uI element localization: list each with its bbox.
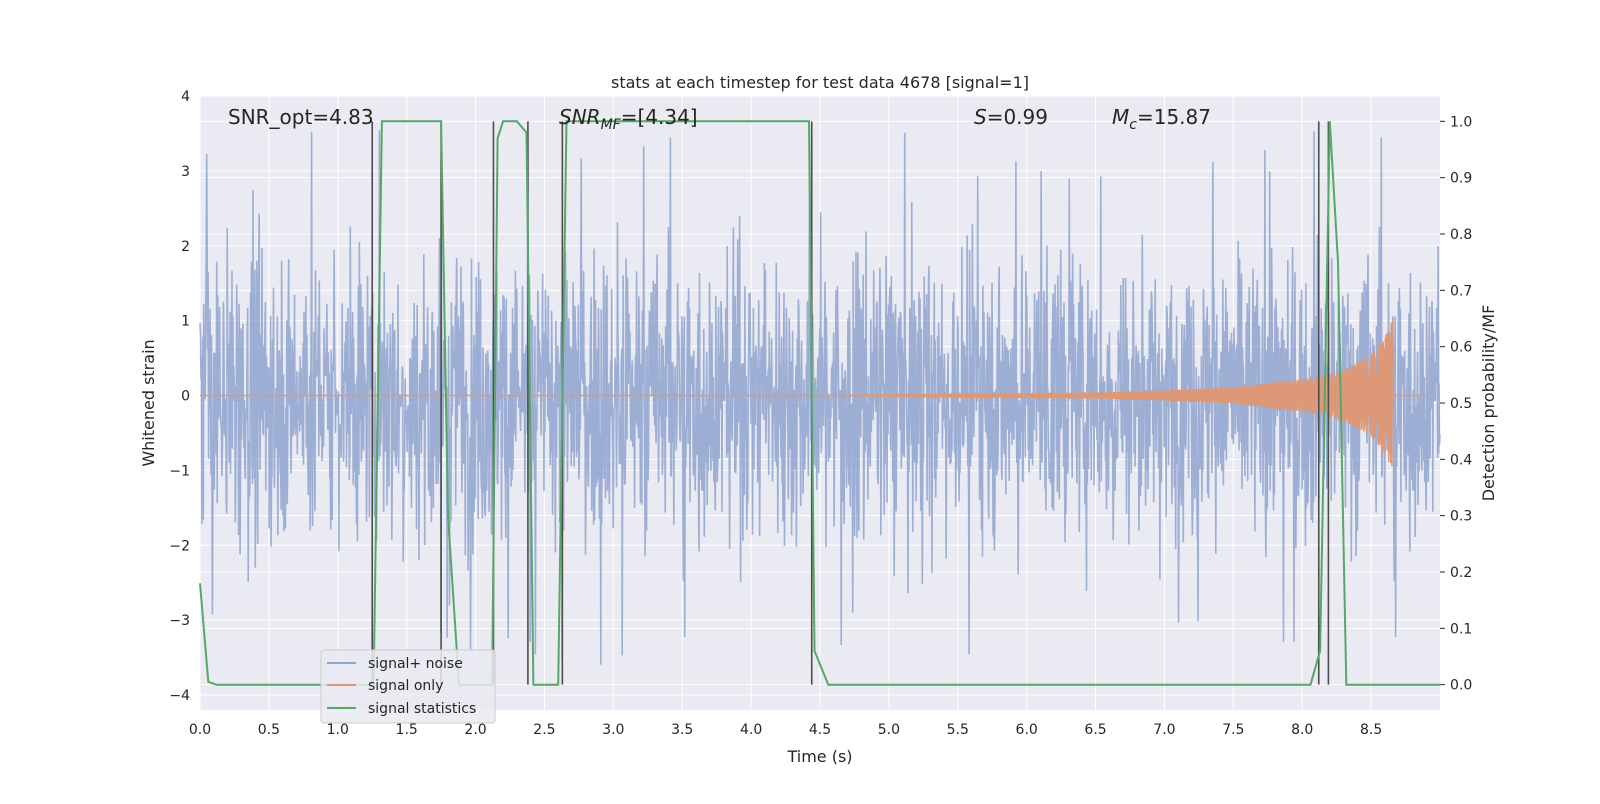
series-signal-noise [199,130,1441,665]
y2-tick-label: 0.2 [1450,565,1472,581]
x-tick-label: 8.0 [1291,722,1313,738]
y-tick-label: 4 [181,89,190,105]
x-tick-label: 2.0 [464,722,486,738]
x-tick-label: 7.5 [1222,722,1244,738]
x-tick-label: 4.0 [740,722,762,738]
y2-tick-label: 0.4 [1450,452,1472,468]
x-tick-label: 2.5 [533,722,555,738]
y-tick-label: 3 [181,164,190,180]
annotation-snr-mf-sub: MF [601,117,622,133]
x-tick-label: 6.0 [1016,722,1038,738]
annotation-snr-opt: SNR_opt=4.83 [228,105,374,129]
annotation-snr-mf-rest: =[4.34] [621,105,698,129]
annotation-mc: Mc=15.87 [1112,105,1211,133]
signal-only-trace [200,319,1427,466]
y2-tick-label: 0.0 [1450,678,1472,694]
annotation-snr-mf: SNRMF=[4.34] [559,105,698,133]
x-tick-label: 5.5 [947,722,969,738]
x-tick-label: 3.0 [602,722,624,738]
x-axis-label: Time (s) [786,747,852,766]
y-tick-label: 1 [181,314,190,330]
x-tick-label: 6.5 [1084,722,1106,738]
y-tick-label: 0 [181,389,190,405]
y2-tick-label: 0.9 [1450,171,1472,187]
x-tick-label: 8.5 [1360,722,1382,738]
annotation-s: S=0.99 [974,105,1048,129]
y-tick-label: −1 [169,463,190,479]
chart-title: stats at each timestep for test data 467… [611,73,1029,92]
annotation-s-var: S [974,105,987,129]
legend-box [320,649,496,724]
y2-tick-label: 0.1 [1450,621,1472,637]
y-tick-label: −2 [169,538,190,554]
y2-tick-label: 0.7 [1450,283,1472,299]
y2-tick-label: 0.3 [1450,509,1472,525]
y-tick-label: 2 [181,239,190,255]
legend-label-signal-noise: signal+ noise [368,656,463,672]
x-tick-label: 0.0 [189,722,211,738]
y2-axis-label: Detection probability/MF [1479,305,1498,502]
axes-ticks: 0.0 0.5 1.0 1.5 2.0 2.5 3.0 3.5 4.0 4.5 5.0 5.5 6.0 6… [169,89,1472,738]
x-tick-label: 1.5 [396,722,418,738]
noise-trace [199,130,1441,665]
y2-tick-label: 0.6 [1450,340,1472,356]
legend-label-signal-statistics: signal statistics [368,701,476,717]
y2-tick-label: 1.0 [1450,114,1472,130]
x-tick-label: 0.5 [258,722,280,738]
x-tick-label: 3.5 [671,722,693,738]
annotation-snr-mf-base: SNR [559,105,601,129]
annotation-mc-sub: c [1129,117,1137,133]
series-signal-statistics [199,120,1440,686]
annotation-s-rest: =0.99 [987,105,1048,129]
x-tick-label: 4.5 [809,722,831,738]
series-signal-only [200,319,1427,466]
legend: signal+ noise signal only signal statist… [320,649,496,724]
legend-label-signal-only: signal only [368,678,443,694]
annotation-mc-rest: =15.87 [1137,105,1211,129]
y2-tick-label: 0.8 [1450,227,1472,243]
x-tick-label: 1.0 [327,722,349,738]
annotation-mc-base: M [1112,105,1129,129]
y-axis-label: Whitened strain [139,339,158,466]
y-tick-label: −4 [169,688,190,704]
x-tick-label: 5.0 [878,722,900,738]
y-tick-label: −3 [169,613,190,629]
x-tick-label: 7.0 [1153,722,1175,738]
y2-tick-label: 0.5 [1450,396,1472,412]
signal-statistics-trace [199,120,1440,686]
